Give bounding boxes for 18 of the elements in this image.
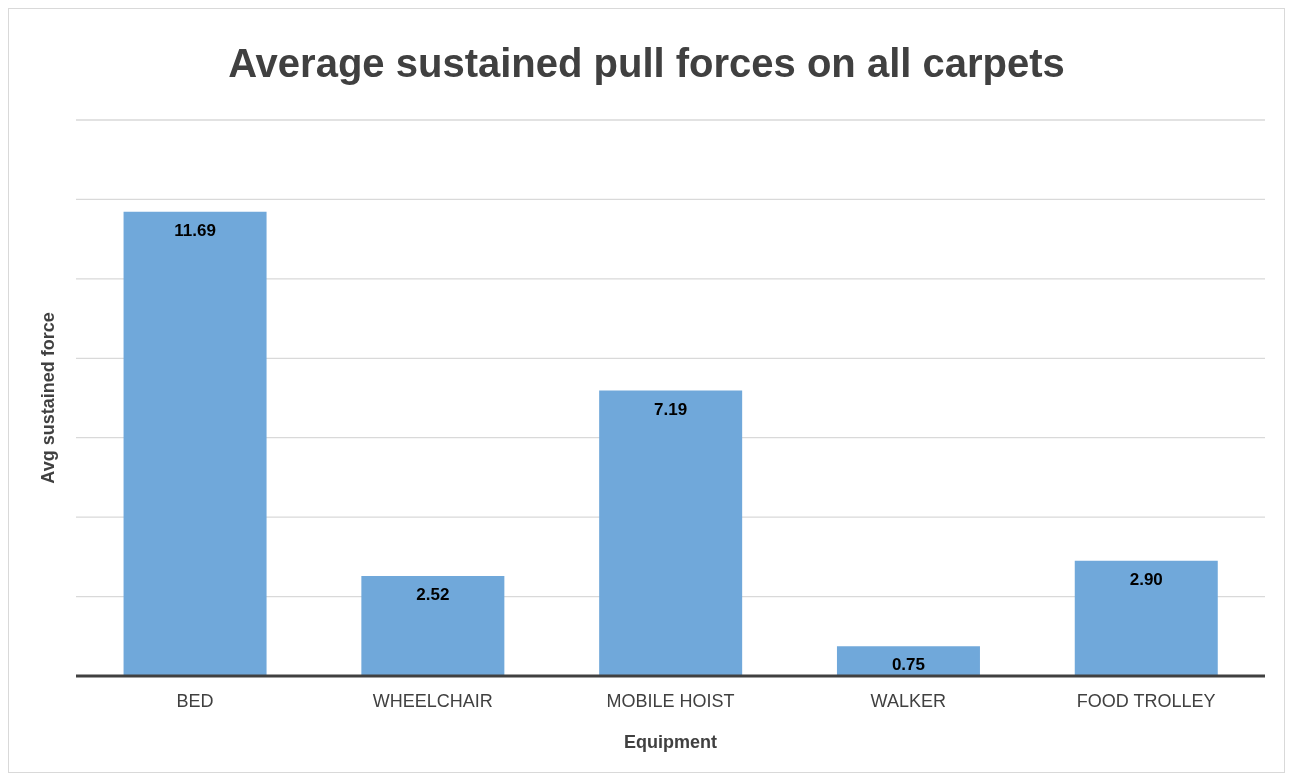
data-label: 2.90: [1129, 569, 1163, 589]
data-label: 0.75: [891, 655, 926, 675]
bar: [836, 646, 980, 676]
bar: [599, 390, 743, 676]
bar: [361, 575, 505, 676]
data-label: 2.52: [416, 584, 450, 604]
x-tick-label: WHEELCHAIR: [372, 690, 493, 711]
x-tick-label: FOOD TROLLEY: [1076, 690, 1216, 711]
x-axis-title: Equipment: [624, 732, 717, 752]
data-label: 7.19: [654, 399, 688, 419]
x-tick-label: MOBILE HOIST: [606, 690, 735, 711]
bar: [123, 211, 267, 676]
x-tick-label: WALKER: [870, 690, 946, 711]
chart-title: Average sustained pull forces on all carpets: [227, 41, 1066, 86]
bar: [1074, 560, 1218, 676]
x-tick-label: BED: [176, 690, 214, 711]
data-label: 11.69: [174, 220, 216, 240]
y-axis-title: Avg sustained force: [38, 312, 59, 484]
